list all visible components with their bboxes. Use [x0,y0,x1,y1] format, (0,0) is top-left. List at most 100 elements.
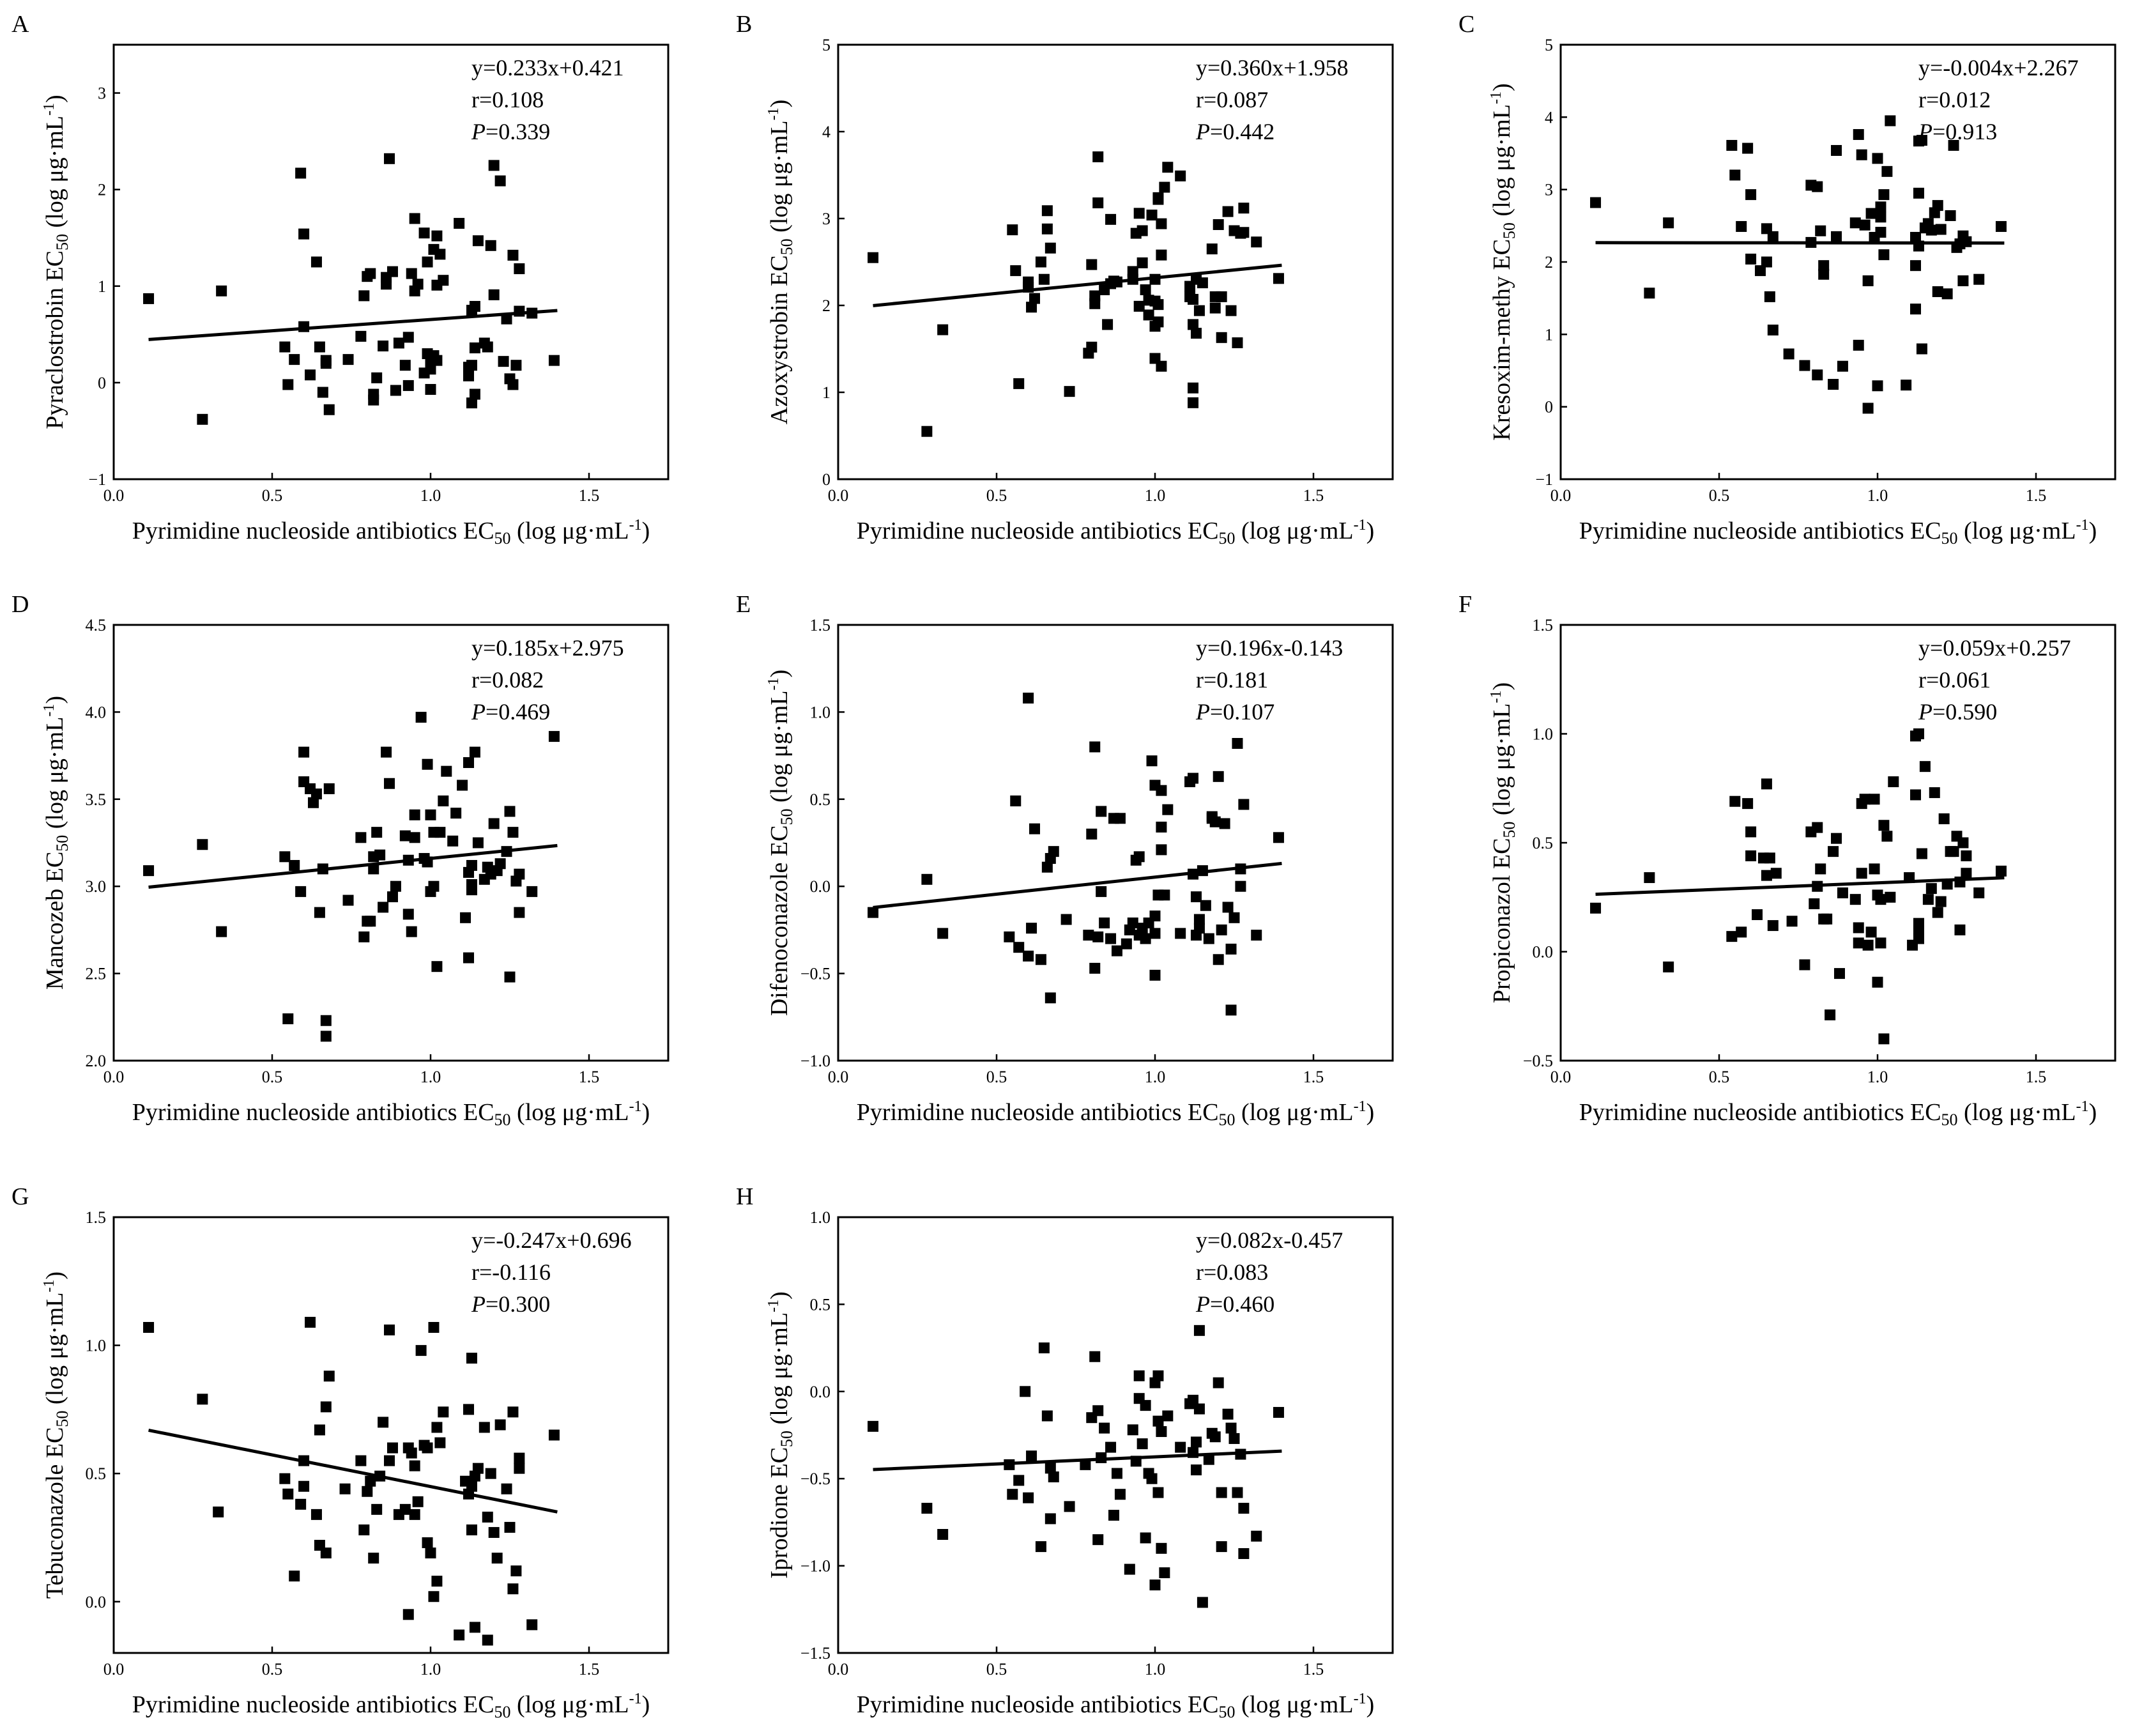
y-tick-label: 2 [822,296,830,315]
data-point [1162,162,1174,173]
data-point [428,1322,440,1333]
data-point [1200,900,1211,911]
data-point [1828,379,1839,390]
axis-frame [112,624,670,1062]
panel-letter: B [736,11,752,38]
x-tick-label: 0.5 [262,486,283,505]
data-point [1035,954,1046,965]
y-tick-label: 1 [1545,325,1553,344]
data-point [1004,931,1015,942]
data-point [1235,880,1246,892]
data-point [1932,200,1943,211]
x-tick-label: 0.5 [262,1660,283,1678]
data-point [510,360,522,371]
x-tick-label: 0.0 [103,1068,125,1086]
data-point [1945,210,1956,221]
x-tick-label: 1.5 [2026,486,2047,505]
data-point [548,731,560,742]
data-point [1149,969,1161,981]
data-point [386,266,398,277]
regression-line [148,1428,558,1514]
data-point [466,1480,477,1492]
y-axis-title: Pyraclostrobin EC50 (log μg·mL-1) [41,95,72,429]
data-point [1175,1441,1186,1453]
data-point [466,397,477,409]
data-point [1023,950,1034,962]
data-point [1038,1342,1050,1354]
data-point [1761,256,1772,268]
data-point [1875,201,1886,213]
data-point [1048,846,1059,857]
data-point [1799,959,1810,971]
data-point [1862,275,1874,286]
data-point [1910,789,1922,801]
data-point [1238,227,1250,238]
data-point [365,268,376,279]
y-tick-label: −1.0 [800,1557,830,1576]
x-tick-label: 0.5 [1709,486,1730,505]
data-point [412,279,424,290]
data-point [514,263,525,275]
data-point [1013,378,1025,389]
y-tick-label: 0 [1545,398,1553,417]
data-point [1783,348,1794,360]
data-point [298,1480,310,1492]
data-point [1156,360,1167,372]
data-point [305,369,316,381]
data-point [504,971,516,983]
p-number: =0.442 [1210,119,1274,144]
data-point [1162,804,1174,815]
data-point [494,1419,506,1431]
data-point [1007,224,1018,236]
data-point [457,780,468,791]
panel-B: B 0.0 0.5 1.0 1.5 0 1 2 3 4 5 Pyrimidine nucleoside… [736,11,1394,548]
data-point [466,1524,477,1535]
data-point [1869,794,1880,805]
data-point [1799,360,1810,371]
data-point [1865,208,1877,219]
y-tick-label: 2.0 [86,1052,107,1070]
data-point [482,1511,493,1523]
p-symbol: P [1918,119,1932,144]
data-point [1190,1464,1202,1476]
p-number: =0.300 [486,1291,550,1317]
data-point [438,275,449,286]
data-point [488,289,500,300]
data-point [1041,861,1053,873]
data-point [1913,918,1924,929]
data-point [454,218,465,229]
data-point [431,230,443,242]
data-point [1761,870,1772,881]
data-point [1188,772,1199,784]
data-point [921,426,933,437]
data-point [320,358,332,369]
p-number: =0.460 [1210,1291,1274,1317]
data-point [402,854,414,866]
data-point [282,1488,294,1500]
data-point [1225,1422,1237,1434]
regression-equation: y=0.059x+0.257 [1918,635,2071,661]
data-point [1812,822,1823,833]
data-point [282,379,294,390]
data-point [1004,1459,1015,1470]
data-point [1162,1410,1174,1422]
data-point [1193,1403,1205,1415]
data-point [1805,236,1817,248]
p-symbol: P [471,119,486,144]
data-point [1121,938,1132,949]
p-value: P=0.339 [471,119,550,144]
data-point [472,1463,484,1474]
data-point [1961,236,1972,247]
data-point [1213,771,1224,782]
x-tick-label: 1.5 [1303,486,1324,505]
data-point [1878,820,1890,831]
data-point [1815,225,1826,236]
data-point [1096,806,1107,817]
data-point [1954,876,1966,887]
data-point [1764,291,1775,302]
data-point [469,342,480,353]
y-tick-label: 1.5 [86,1208,107,1227]
data-point [526,886,538,897]
data-point [305,1316,316,1328]
data-point [472,235,484,247]
